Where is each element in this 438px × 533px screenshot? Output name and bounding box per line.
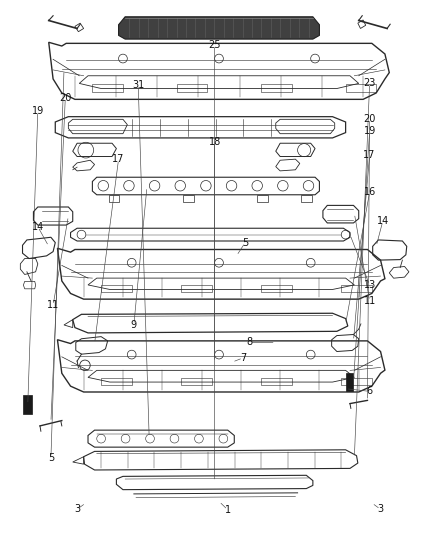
Text: 13: 13 — [364, 280, 376, 290]
Text: 3: 3 — [378, 504, 384, 514]
Text: 23: 23 — [364, 78, 376, 88]
Text: 25: 25 — [208, 40, 221, 50]
Bar — [23, 395, 32, 414]
Text: 20: 20 — [364, 114, 376, 124]
Text: 19: 19 — [32, 107, 44, 116]
Text: 14: 14 — [377, 216, 389, 227]
Text: 19: 19 — [364, 126, 376, 136]
Text: 9: 9 — [131, 320, 137, 330]
Text: 20: 20 — [59, 93, 71, 102]
Polygon shape — [119, 17, 319, 39]
Text: 11: 11 — [47, 300, 59, 310]
Text: 16: 16 — [364, 187, 376, 197]
Text: 17: 17 — [364, 150, 376, 160]
Text: 5: 5 — [242, 238, 248, 248]
Text: 18: 18 — [208, 136, 221, 147]
Text: 17: 17 — [113, 154, 125, 164]
Text: 1: 1 — [225, 505, 231, 515]
Text: 5: 5 — [48, 453, 54, 463]
Text: 31: 31 — [132, 80, 145, 90]
Text: 7: 7 — [240, 353, 246, 363]
Text: 6: 6 — [367, 386, 373, 397]
Text: 3: 3 — [74, 504, 80, 514]
Text: 8: 8 — [247, 337, 253, 348]
Bar — [346, 373, 353, 391]
Text: 14: 14 — [32, 222, 44, 232]
Text: 11: 11 — [364, 296, 376, 306]
